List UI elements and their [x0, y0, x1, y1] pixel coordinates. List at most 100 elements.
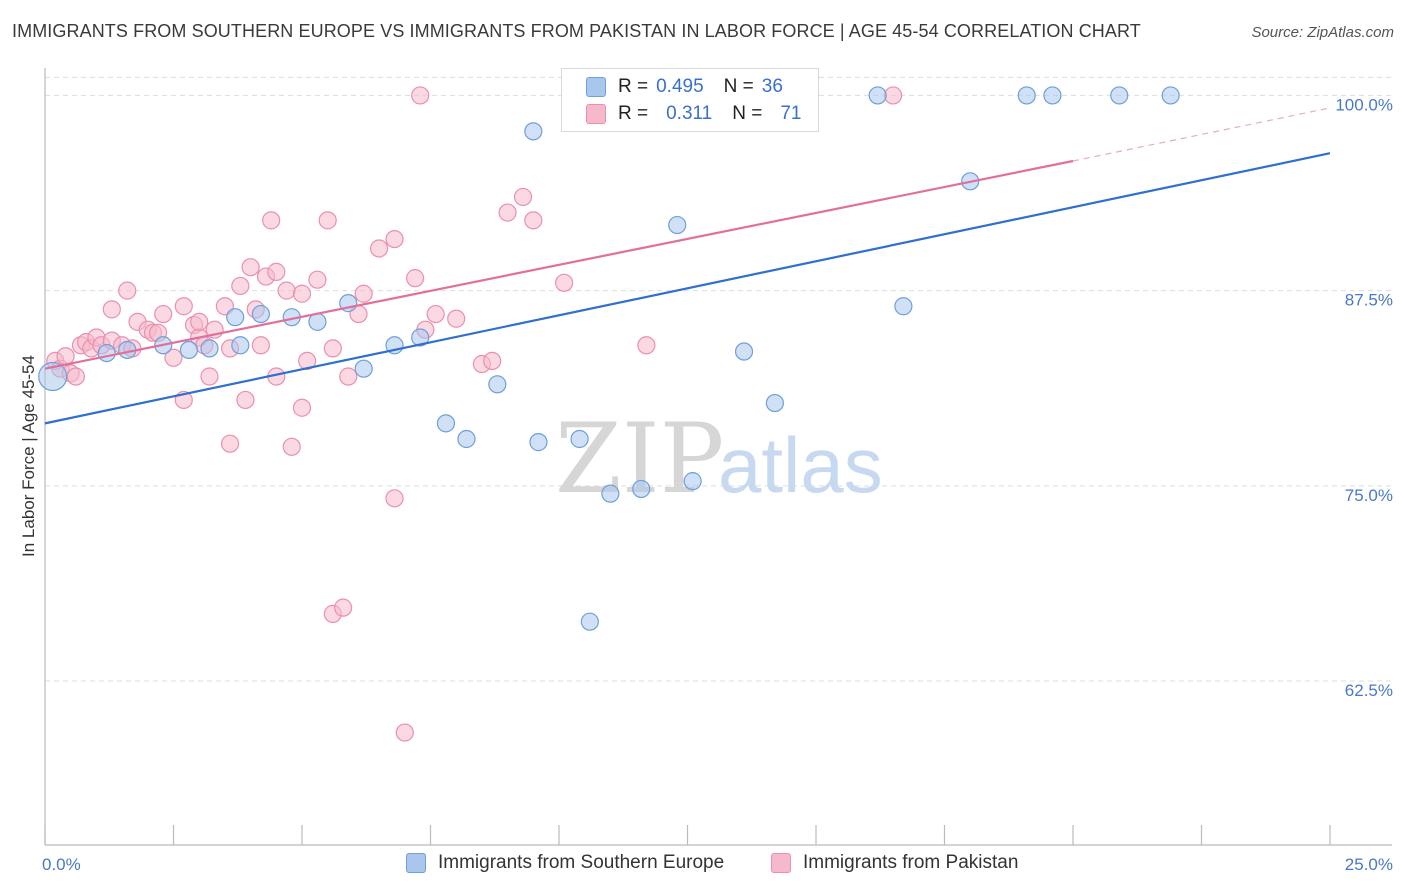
blue-point — [436, 414, 456, 433]
pink-point — [154, 304, 173, 324]
legend-n-label: N = — [732, 103, 763, 124]
y-tick-label: 87.5% — [1345, 291, 1393, 310]
axes — [44, 68, 1392, 846]
grid-lines — [45, 76, 1392, 682]
pink-point — [308, 270, 327, 289]
pink-point — [292, 284, 312, 303]
pink-point — [262, 211, 281, 230]
pink-point — [241, 258, 260, 277]
blue-point — [868, 86, 887, 105]
blue-point — [601, 484, 620, 503]
legend-item-southern-europe[interactable]: Immigrants from Southern Europe — [406, 852, 724, 874]
pink-point — [405, 269, 425, 288]
y-axis-label: In Labor Force | Age 45-54 — [19, 355, 38, 557]
legend-n-value: 71 — [780, 103, 802, 124]
pink-point — [164, 348, 183, 367]
x-tick-label: 25.0% — [1345, 855, 1393, 874]
pink-point — [447, 309, 466, 328]
pink-swatch — [586, 104, 606, 124]
y-tick-label: 75.0% — [1345, 486, 1393, 505]
blue-point — [529, 433, 548, 452]
pink-point — [231, 276, 250, 296]
blue-point — [411, 328, 430, 347]
pink-trend-extension — [1072, 107, 1331, 162]
blue-swatch — [586, 77, 606, 97]
blue-point — [683, 472, 702, 491]
blue-point — [668, 215, 687, 235]
pink-point — [513, 187, 533, 207]
pink-point — [251, 336, 270, 355]
y-tick-labels: 62.5% 75.0% 87.5% 100.0% — [1335, 95, 1393, 700]
blue-point — [632, 479, 651, 499]
pink-point — [318, 211, 337, 230]
pink-point — [118, 281, 137, 300]
source-label: Source: ZipAtlas.com — [1251, 24, 1394, 41]
pink-point — [395, 723, 414, 742]
blue-point — [1110, 86, 1129, 105]
pink-point — [370, 239, 389, 258]
legend-r-value: 0.311 — [666, 103, 713, 124]
legend-r-label: R = — [618, 76, 649, 97]
blue-point — [200, 339, 219, 358]
pink-point — [190, 312, 209, 331]
y-tick-label: 62.5% — [1345, 681, 1393, 700]
pink-point — [292, 398, 312, 417]
legend-r-label: R = — [618, 103, 649, 124]
blue-point — [179, 340, 199, 360]
blue-point — [734, 342, 754, 361]
legend-item-pakistan[interactable]: Immigrants from Pakistan — [771, 852, 1018, 874]
legend-label: Immigrants from Southern Europe — [438, 852, 725, 873]
legend-row-pink: R = 0.311 N = 71 — [586, 102, 802, 126]
blue-point — [765, 393, 784, 413]
legend-label: Immigrants from Pakistan — [803, 852, 1019, 873]
legend-n-value: 36 — [761, 76, 783, 97]
pink-point — [220, 434, 240, 453]
blue-point — [488, 375, 507, 394]
pink-point — [267, 262, 286, 281]
y-tick-label: 100.0% — [1335, 95, 1393, 114]
blue-point — [570, 429, 589, 449]
pink-point — [339, 367, 358, 386]
blue-point — [97, 343, 116, 363]
pink-point — [385, 489, 404, 508]
blue-point — [1017, 86, 1036, 105]
pink-point — [298, 351, 317, 370]
chart-title: IMMIGRANTS FROM SOUTHERN EUROPE VS IMMIG… — [12, 21, 1141, 41]
blue-point — [1043, 86, 1062, 105]
blue-point — [1161, 86, 1180, 105]
pink-point — [66, 367, 85, 386]
pink-point — [334, 598, 353, 617]
pink-point — [411, 86, 430, 105]
blue-trend-line — [44, 152, 1331, 425]
blue-point — [231, 336, 250, 355]
pink-point — [236, 390, 255, 410]
pink-point — [524, 211, 543, 230]
blue-point — [524, 122, 543, 141]
pink-point — [282, 437, 301, 456]
pink-point — [483, 351, 502, 370]
x-tick-label: 0.0% — [42, 855, 81, 874]
blue-point — [580, 612, 599, 631]
pink-series-points — [46, 86, 903, 742]
blue-point — [457, 429, 476, 449]
stats-legend: R = 0.495 N = 36 R = 0.311 N = 71 — [561, 68, 819, 132]
pink-point — [56, 347, 75, 366]
pink-point — [277, 281, 296, 300]
pink-point — [200, 367, 219, 386]
blue-series-points — [38, 86, 1180, 631]
legend-row-blue: R = 0.495 N = 36 — [586, 75, 783, 99]
legend-r-value: 0.495 — [656, 76, 704, 97]
pink-point — [883, 86, 903, 105]
legend-n-label: N = — [723, 76, 754, 97]
blue-point — [354, 359, 373, 378]
watermark-atlas: atlas — [718, 421, 883, 509]
pink-point — [498, 203, 517, 222]
pink-point — [323, 339, 342, 358]
pink-point — [426, 304, 445, 324]
pink-point — [555, 273, 574, 292]
blue-point — [251, 304, 270, 324]
watermark-zip: ZIP — [555, 403, 724, 515]
pink-trend-line — [44, 159, 1074, 370]
pink-point — [354, 284, 373, 303]
